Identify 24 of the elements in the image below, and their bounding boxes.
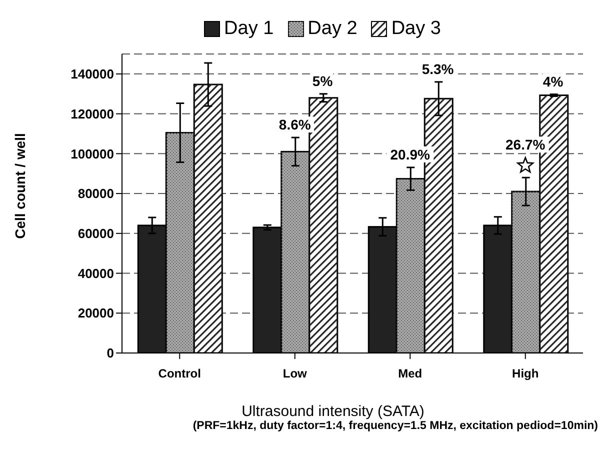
y-tick-label: 80000	[78, 186, 114, 202]
annotation: 26.7%	[506, 136, 546, 153]
y-tick-label: 120000	[70, 106, 114, 122]
annotation: 5.3%	[422, 60, 454, 77]
annotation: 8.6%	[278, 116, 312, 133]
y-tick-label: 140000	[70, 66, 114, 82]
text: (PRF=1kHz, duty factor=1:4, frequency=1.5 MHz, excitation pediod=10min)	[192, 420, 598, 432]
y-tick-label: 0	[106, 346, 114, 361]
y-tick-label: 40000	[78, 266, 114, 281]
y-axis-title: Cell count / well	[12, 132, 28, 238]
annotation: 4%	[542, 73, 564, 90]
x-tick-label: Med	[398, 366, 422, 381]
x-axis-title: Ultrasound intensity (SATA)	[240, 403, 426, 420]
legend-label: Day 2	[308, 18, 358, 40]
x-tick-label: Control	[158, 366, 201, 381]
legend-label: Day 3	[391, 18, 441, 40]
x-tick-label: Low	[282, 366, 308, 381]
x-tick-label: High	[512, 366, 539, 381]
y-tick-label: 60000	[78, 226, 114, 242]
y-tick-label: 20000	[78, 306, 114, 321]
y-tick-label: 100000	[70, 146, 114, 162]
legend-label: Day 1	[224, 18, 274, 40]
annotation: 20.9%	[390, 146, 431, 162]
annotation: 5%	[312, 72, 334, 89]
